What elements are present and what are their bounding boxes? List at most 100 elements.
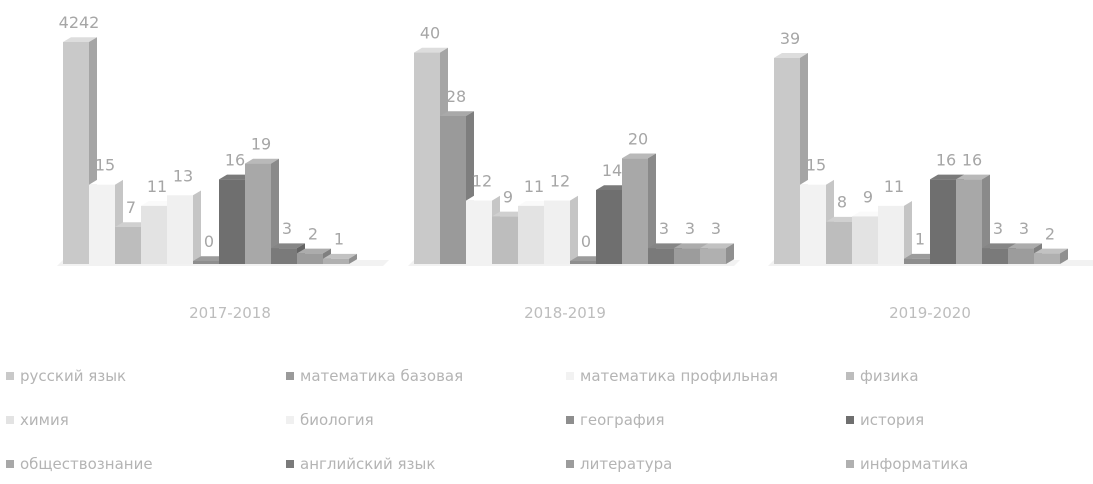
bar-side [726, 243, 734, 264]
bar-top [800, 179, 834, 185]
data-label: 2 [1045, 224, 1055, 243]
bar-front [982, 248, 1008, 264]
bar-top [982, 243, 1016, 249]
data-label: 0 [204, 232, 214, 251]
bar-front [466, 200, 492, 264]
bar-top [956, 174, 990, 180]
legend-swatch [566, 460, 574, 468]
bar-top [115, 222, 149, 227]
legend-item: физика [846, 366, 919, 386]
bar [878, 201, 912, 264]
bar-front [245, 163, 271, 264]
legend-item: география [566, 410, 664, 430]
bar-front [674, 248, 700, 264]
bar-top [167, 190, 201, 196]
bar-side [570, 195, 578, 264]
bar-front [930, 179, 956, 264]
legend-item: математика базовая [286, 366, 463, 386]
bar-front [1008, 248, 1034, 264]
bar-front [440, 116, 466, 264]
data-label: 8 [837, 193, 847, 212]
data-label: 28 [446, 87, 466, 106]
data-label: 3 [1019, 219, 1029, 238]
bar [245, 158, 279, 264]
bar-side [982, 174, 990, 264]
bar-top [1034, 248, 1068, 254]
data-label: 11 [147, 177, 167, 196]
legend-swatch [286, 460, 294, 468]
legend-swatch [6, 372, 14, 380]
bar-top [570, 256, 604, 261]
legend-item: русский язык [6, 366, 126, 386]
bar-side [648, 153, 656, 264]
bar [1008, 243, 1042, 264]
bar-side [193, 190, 201, 264]
bar-front [219, 179, 245, 264]
bar-front [167, 195, 193, 264]
data-label: 20 [628, 129, 648, 148]
data-label: 11 [524, 177, 544, 196]
legend-label: математика профильная [580, 367, 779, 385]
legend-item: литература [566, 454, 672, 474]
legend-label: физика [860, 367, 919, 385]
category-label: 2018-2019 [524, 304, 606, 322]
legend-label: русский язык [20, 367, 127, 385]
legend-swatch [566, 416, 574, 424]
bar-side [349, 253, 357, 264]
bar-top [904, 253, 938, 259]
data-label: 3 [685, 219, 695, 238]
bar [700, 243, 734, 264]
data-label: 3 [711, 219, 721, 238]
bar-top [596, 185, 630, 190]
bar-front [323, 258, 349, 264]
bar [544, 195, 578, 264]
bar-top [466, 195, 500, 201]
bar-front [852, 216, 878, 264]
bar-top [245, 158, 279, 164]
category-label: 2019-2020 [889, 304, 971, 322]
data-label: 11 [884, 177, 904, 196]
bar-side [271, 158, 279, 264]
data-label: 4242 [59, 13, 100, 32]
data-label: 7 [126, 198, 136, 217]
bar-front [700, 248, 726, 264]
legend-label: история [860, 411, 925, 429]
legend-swatch [846, 460, 854, 468]
bar-top [440, 111, 474, 116]
bar-top [63, 37, 97, 42]
bar-front [297, 253, 323, 264]
bar-top [878, 201, 912, 206]
bar-front [904, 258, 930, 264]
bar-top [826, 216, 860, 222]
data-label: 16 [225, 150, 245, 169]
data-label: 0 [581, 232, 591, 251]
bar-front [414, 52, 440, 265]
bar-front [193, 261, 219, 264]
chart-legend: русский язык математика базовая математика… [0, 366, 1093, 484]
legend-swatch [6, 416, 14, 424]
data-label: 12 [472, 172, 492, 191]
bar [956, 174, 990, 264]
bar-top [1008, 243, 1042, 249]
legend-label: информатика [860, 455, 969, 473]
bar-front [63, 42, 89, 264]
bar-top [141, 201, 175, 206]
legend-label: литература [580, 455, 673, 473]
bar-top [852, 211, 886, 217]
bar-front [622, 158, 648, 264]
legend-swatch [286, 372, 294, 380]
legend-item: информатика [846, 454, 968, 474]
data-label: 15 [806, 156, 826, 175]
bar-top [271, 243, 305, 249]
bar-side [904, 201, 912, 264]
legend-label: география [580, 411, 665, 429]
bar-top [774, 53, 808, 58]
data-label: 3 [282, 219, 292, 238]
legend-item: химия [6, 410, 69, 430]
bar-top [297, 248, 331, 254]
legend-label: обществознание [20, 455, 153, 473]
data-label: 9 [863, 187, 873, 206]
data-label: 19 [251, 135, 271, 154]
